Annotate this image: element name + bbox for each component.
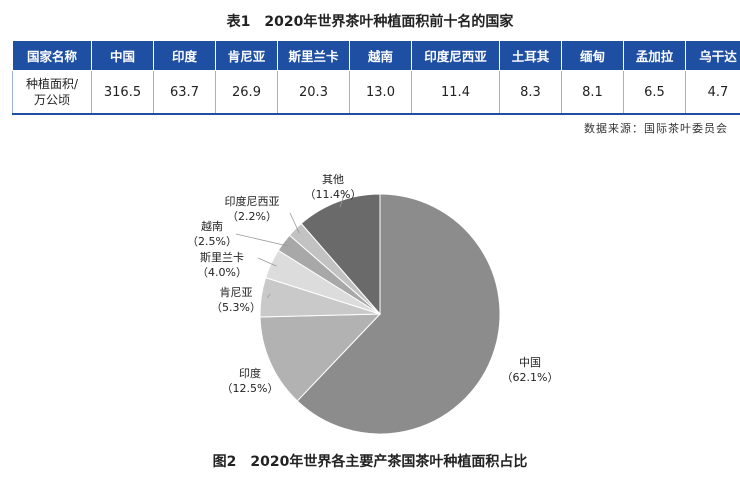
pie-label-value-2: （5.3%）: [211, 301, 261, 314]
value-cell-1: 63.7: [153, 70, 216, 115]
header-country-9: 乌干达: [685, 40, 740, 71]
leader-line-3: [257, 257, 277, 267]
value-cell-2: 26.9: [215, 70, 278, 115]
header-country-4: 越南: [349, 40, 412, 71]
source-note: 数据来源：国际茶叶委员会: [584, 122, 728, 135]
table-header-row: 国家名称 中国 印度 肯尼亚 斯里兰卡 越南 印度尼西亚 土耳其 缅甸 孟加拉 乌干达: [12, 40, 740, 71]
pie-slices: [259, 193, 501, 435]
pie-slice-1: [259, 313, 382, 402]
table-value-row: 种植面积/万公顷 316.5 63.7 26.9 20.3 13.0 11.4 8.3 8.1…: [12, 70, 740, 115]
row-label-line1: 种植面积/: [25, 77, 79, 91]
leader-line-4: [235, 233, 289, 247]
pie-slice-0: [296, 193, 501, 435]
header-country-7: 缅甸: [561, 40, 624, 71]
row-label-line2: 万公顷: [33, 93, 70, 107]
header-country-8: 孟加拉: [623, 40, 686, 71]
value-cell-0: 316.5: [91, 70, 154, 115]
planting-area-table: 国家名称 中国 印度 肯尼亚 斯里兰卡 越南 印度尼西亚 土耳其 缅甸 孟加拉 乌干达 种植面积/…: [12, 40, 740, 115]
header-country-name: 国家名称: [12, 40, 92, 71]
pie-label-name-4: 越南: [201, 219, 223, 233]
value-cell-5: 11.4: [411, 70, 500, 115]
leader-line-6: [339, 191, 346, 208]
value-cell-9: 4.7: [685, 70, 740, 115]
pie-label-name-3: 斯里兰卡: [200, 251, 244, 264]
header-country-0: 中国: [91, 40, 154, 71]
pie-label-name-0: 中国: [519, 356, 541, 369]
value-cell-3: 20.3: [277, 70, 350, 115]
pie-leader-lines: [235, 191, 346, 299]
pie-labels: 中国 （62.1%） 印度 （12.5%） 肯尼亚 （5.3%） 斯里兰卡 （4.0%） 越南 （…: [187, 173, 558, 395]
value-cell-4: 13.0: [349, 70, 412, 115]
row-label-planting-area: 种植面积/万公顷: [12, 70, 92, 115]
value-cell-6: 8.3: [499, 70, 562, 115]
pie-label-name-1: 印度: [239, 366, 261, 380]
pie-label-name-2: 肯尼亚: [220, 286, 253, 299]
header-country-2: 肯尼亚: [215, 40, 278, 71]
pie-label-value-5: （2.2%）: [227, 210, 277, 223]
pie-label-name-5: 印度尼西亚: [225, 194, 280, 208]
header-country-3: 斯里兰卡: [277, 40, 350, 71]
figure-caption: 图2 2020年世界各主要产茶国茶叶种植面积占比: [212, 454, 528, 470]
pie-label-name-6: 其他: [322, 173, 344, 186]
value-cell-8: 6.5: [623, 70, 686, 115]
table-caption: 表1 2020年世界茶叶种植面积前十名的国家: [226, 14, 514, 30]
pie-label-value-1: （12.5%）: [222, 382, 279, 395]
pie-label-value-4: （2.5%）: [187, 235, 237, 248]
header-country-1: 印度: [153, 40, 216, 71]
leader-line-2: [266, 293, 271, 299]
header-country-6: 土耳其: [499, 40, 562, 71]
pie-chart: 中国 （62.1%） 印度 （12.5%） 肯尼亚 （5.3%） 斯里兰卡 （4.0%） 越南 （…: [187, 173, 558, 435]
value-cell-7: 8.1: [561, 70, 624, 115]
header-country-5: 印度尼西亚: [411, 40, 500, 71]
pie-slice-6: [300, 193, 381, 316]
pie-label-value-6: （11.4%）: [305, 188, 362, 201]
pie-label-value-0: （62.1%）: [502, 371, 559, 384]
leader-line-5: [289, 212, 300, 234]
pie-label-value-3: （4.0%）: [197, 266, 247, 279]
